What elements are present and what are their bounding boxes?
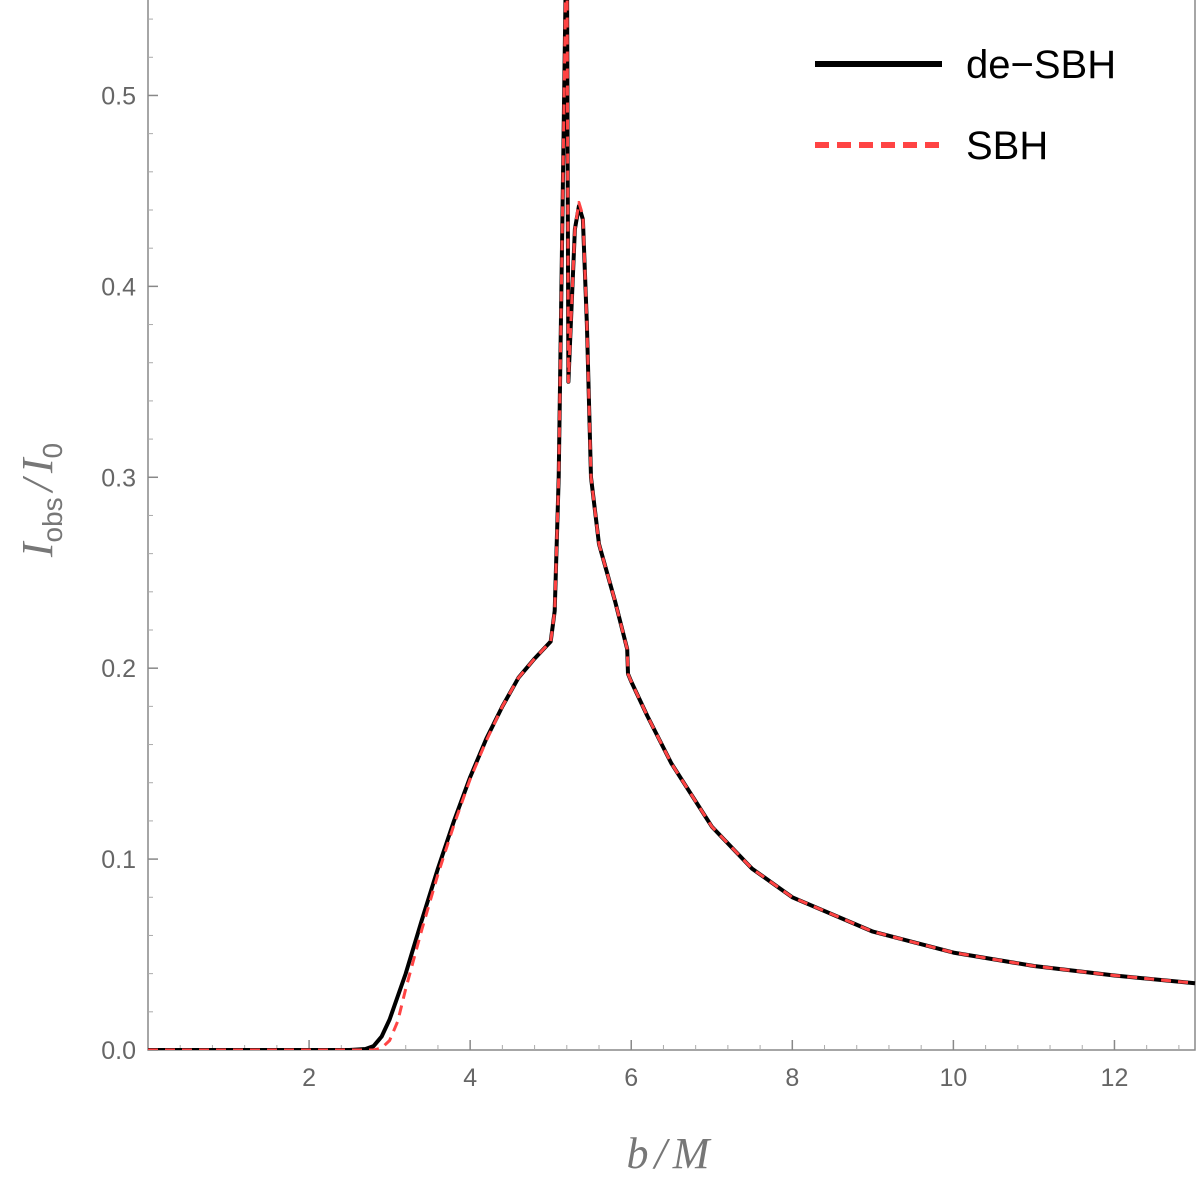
series-layer — [148, 0, 1196, 1050]
x-tick-label: 10 — [939, 1064, 967, 1092]
legend: de−SBH SBH — [815, 43, 1116, 168]
x-tick-label: 8 — [785, 1064, 799, 1092]
y-tick-label: 0.5 — [101, 82, 136, 110]
x-axis-label: b / M — [627, 1129, 712, 1178]
x-tick-label: 6 — [624, 1064, 638, 1092]
x-tick-label: 4 — [463, 1064, 477, 1092]
series-line-sbh — [148, 0, 1196, 1050]
y-tick-label: 0.2 — [101, 655, 136, 683]
y-tick-label: 0.3 — [101, 464, 136, 492]
legend-label-sbh: SBH — [966, 124, 1048, 168]
y-tick-label: 0.4 — [101, 273, 136, 301]
y-tick-label: 0.1 — [101, 846, 136, 874]
x-tick-label: 2 — [302, 1064, 316, 1092]
y-tick-label: 0.0 — [101, 1037, 136, 1065]
legend-label-de-sbh: de−SBH — [966, 43, 1116, 87]
axis-ticks: 2 4 6 8 10 12 0.0 0.1 0.2 0.3 0.4 0.5 — [101, 18, 1180, 1092]
y-axis-label: Iobs/I0 — [13, 443, 68, 558]
x-tick-label: 12 — [1101, 1064, 1129, 1092]
plot-frame — [147, 0, 1196, 1051]
